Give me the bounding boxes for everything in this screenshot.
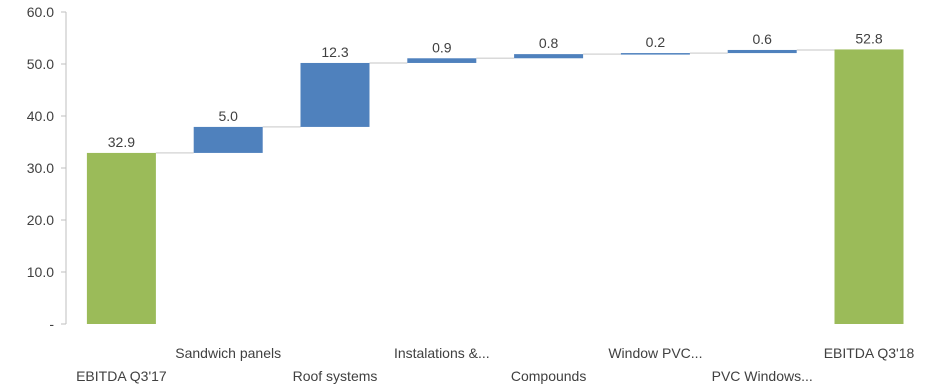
bar — [620, 53, 690, 55]
x-axis-labels: EBITDA Q3'17 Sandwich panels Roof systems I… — [76, 345, 914, 384]
bar — [834, 49, 904, 324]
y-tick-label: - — [49, 316, 54, 332]
y-tick-label: 40.0 — [27, 108, 54, 124]
x-tick-label: Roof systems — [293, 368, 378, 384]
x-tick-label: Window PVC... — [608, 345, 702, 361]
bar — [514, 54, 584, 59]
value-labels: 32.9 5.0 12.3 0.9 0.8 0.2 0.6 52.8 — [108, 30, 883, 149]
bars — [86, 49, 904, 324]
bar — [727, 49, 797, 54]
x-tick-label: EBITDA Q3'18 — [824, 345, 915, 361]
y-tick-label: 30.0 — [27, 160, 54, 176]
y-tick-label: 50.0 — [27, 56, 54, 72]
bar — [193, 126, 263, 153]
value-label: 32.9 — [108, 134, 135, 150]
value-label: 0.9 — [432, 39, 452, 55]
value-label: 0.6 — [752, 31, 772, 47]
bar — [407, 58, 477, 63]
value-label: 0.2 — [646, 34, 666, 50]
x-tick-label: PVC Windows... — [712, 368, 813, 384]
connector-lines — [155, 49, 835, 154]
value-label: 12.3 — [321, 44, 348, 60]
x-tick-label: Compounds — [511, 368, 587, 384]
value-label: 52.8 — [855, 30, 882, 46]
y-tick-label: 20.0 — [27, 212, 54, 228]
y-tick-label: 10.0 — [27, 264, 54, 280]
x-tick-label: Sandwich panels — [175, 345, 281, 361]
x-tick-label: EBITDA Q3'17 — [76, 368, 167, 384]
y-tick-label: 60.0 — [27, 4, 54, 20]
bar — [86, 152, 156, 324]
y-axis: - 10.0 20.0 30.0 40.0 50.0 60.0 — [27, 4, 67, 332]
value-label: 0.8 — [539, 35, 559, 51]
x-tick-label: Instalations &... — [394, 345, 490, 361]
value-label: 5.0 — [218, 108, 238, 124]
bar — [300, 62, 370, 127]
